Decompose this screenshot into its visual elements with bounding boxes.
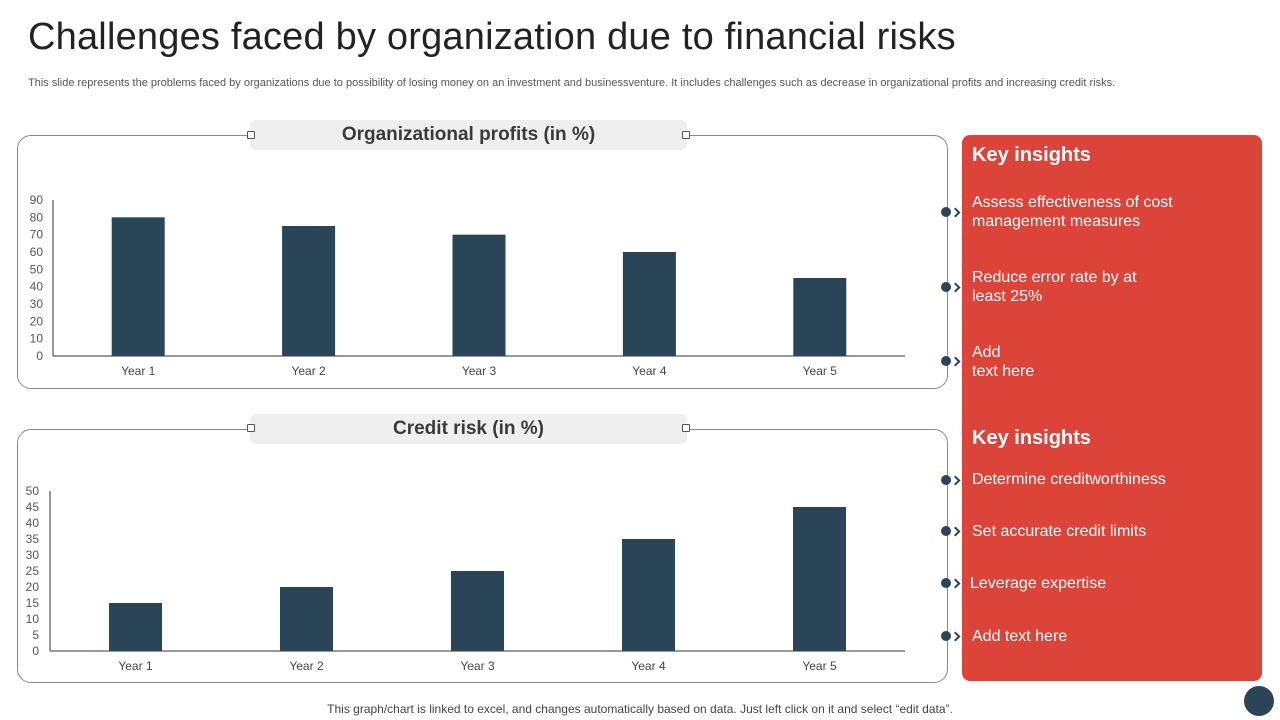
x-tick-label: Year 3 bbox=[462, 364, 497, 378]
y-tick-label: 70 bbox=[30, 228, 44, 242]
y-tick-label: 90 bbox=[30, 193, 44, 207]
bullet-arrow-icon bbox=[941, 207, 951, 217]
footer-note: This graph/chart is linked to excel, and… bbox=[327, 702, 953, 716]
x-tick-label: Year 4 bbox=[631, 659, 666, 673]
bar bbox=[282, 226, 336, 356]
bullet-arrow-icon bbox=[941, 282, 951, 292]
y-tick-label: 45 bbox=[26, 500, 40, 514]
insight-item: Add text here bbox=[972, 628, 1068, 645]
y-tick-label: 5 bbox=[32, 628, 39, 642]
y-tick-label: 40 bbox=[26, 516, 40, 530]
bullet-arrow-icon bbox=[941, 526, 951, 536]
x-tick-label: Year 2 bbox=[289, 659, 324, 673]
bar bbox=[109, 603, 162, 651]
bar bbox=[111, 217, 165, 356]
page-subtitle: This slide represents the problems faced… bbox=[28, 77, 1116, 89]
x-tick-label: Year 5 bbox=[803, 364, 838, 378]
bullet-arrow-icon bbox=[941, 356, 951, 366]
insight-item-line: least 25% bbox=[972, 288, 1043, 305]
insight-item: Leverage expertise bbox=[970, 575, 1107, 592]
x-tick-label: Year 4 bbox=[632, 364, 667, 378]
insight-item-line: Assess effectiveness of cost bbox=[972, 194, 1173, 211]
insight-item-line: Reduce error rate by at bbox=[972, 269, 1137, 286]
bar bbox=[452, 234, 506, 356]
insight-item: Determine creditworthiness bbox=[972, 471, 1166, 488]
credit-risk-bar-chart: 0 5 10 15 20 25 30 35 40 45 50 Year 1 Year 2 Year 3 Ye… bbox=[26, 484, 905, 673]
y-tick-label: 80 bbox=[30, 210, 44, 224]
profits-bar-chart: 0 10 20 30 40 50 60 70 80 90 Year 1 Year 2 Year 3 Yea… bbox=[30, 193, 905, 378]
key-insights-panel bbox=[962, 135, 1262, 681]
y-tick-label: 10 bbox=[26, 612, 40, 626]
y-tick-label: 50 bbox=[26, 484, 40, 498]
bullet-arrow-icon bbox=[941, 631, 951, 641]
x-tick-label: Year 2 bbox=[291, 364, 326, 378]
y-tick-label: 60 bbox=[30, 245, 44, 259]
y-tick-label: 25 bbox=[26, 564, 40, 578]
insight-item: Set accurate credit limits bbox=[972, 523, 1147, 540]
resize-handle-icon[interactable] bbox=[247, 424, 255, 432]
y-tick-label: 50 bbox=[30, 262, 44, 276]
bar bbox=[451, 571, 504, 651]
insight-item: Assess effectiveness of cost management … bbox=[972, 193, 1173, 231]
x-tick-label: Year 3 bbox=[460, 659, 495, 673]
y-tick-label: 20 bbox=[26, 580, 40, 594]
bar bbox=[793, 507, 846, 651]
insights-heading-1: Key insights bbox=[972, 144, 1091, 166]
bullet-arrow-icon bbox=[941, 578, 951, 588]
bar bbox=[622, 539, 675, 651]
insight-item: Reduce error rate by at least 25% bbox=[972, 268, 1137, 306]
x-tick-label: Year 1 bbox=[121, 364, 156, 378]
resize-handle-icon[interactable] bbox=[682, 131, 690, 139]
y-tick-label: 35 bbox=[26, 532, 40, 546]
insights-heading-2: Key insights bbox=[972, 427, 1091, 449]
insight-item-line: text here bbox=[972, 363, 1035, 380]
y-tick-label: 20 bbox=[30, 314, 44, 328]
y-tick-label: 15 bbox=[26, 596, 40, 610]
bar bbox=[622, 252, 676, 356]
x-tick-label: Year 5 bbox=[802, 659, 837, 673]
y-tick-label: 0 bbox=[32, 644, 39, 658]
y-tick-label: 30 bbox=[30, 297, 44, 311]
page-title: Challenges faced by organization due to … bbox=[28, 16, 956, 58]
y-tick-label: 0 bbox=[36, 349, 43, 363]
x-tick-label: Year 1 bbox=[118, 659, 153, 673]
insight-item-line: management measures bbox=[972, 213, 1141, 230]
credit-risk-chart-title: Credit risk (in %) bbox=[250, 414, 687, 444]
bullet-arrow-icon bbox=[941, 475, 951, 485]
y-tick-label: 30 bbox=[26, 548, 40, 562]
insight-item: Add text here bbox=[972, 343, 1034, 381]
resize-handle-icon[interactable] bbox=[682, 424, 690, 432]
bar bbox=[280, 587, 333, 651]
y-tick-label: 40 bbox=[30, 280, 44, 294]
resize-handle-icon[interactable] bbox=[247, 131, 255, 139]
profits-chart-title: Organizational profits (in %) bbox=[250, 120, 687, 150]
y-tick-label: 10 bbox=[30, 332, 44, 346]
bar bbox=[793, 278, 847, 356]
corner-circle-icon bbox=[1244, 686, 1274, 716]
insight-item-line: Add bbox=[972, 344, 1001, 361]
